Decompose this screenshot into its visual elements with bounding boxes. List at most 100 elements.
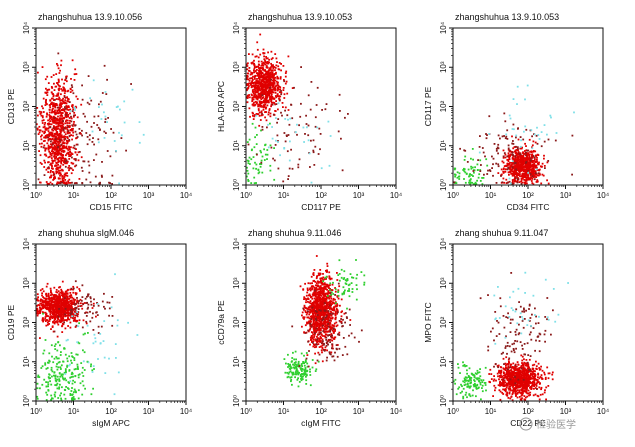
data-point xyxy=(80,305,83,307)
data-point xyxy=(528,169,531,171)
data-point xyxy=(510,153,512,156)
data-point xyxy=(65,80,68,83)
data-point xyxy=(69,150,71,153)
data-point xyxy=(73,144,76,147)
data-point xyxy=(249,115,251,118)
data-point xyxy=(253,71,256,74)
data-point xyxy=(70,306,73,309)
data-point xyxy=(39,161,42,164)
data-point xyxy=(52,313,54,316)
data-point xyxy=(54,121,57,124)
data-point xyxy=(255,79,258,82)
data-point xyxy=(55,168,58,171)
data-point xyxy=(64,133,67,136)
data-point xyxy=(74,303,77,305)
data-point xyxy=(309,343,311,346)
data-point xyxy=(518,154,521,156)
data-point xyxy=(259,119,262,121)
data-point xyxy=(514,157,517,159)
data-point xyxy=(254,75,256,78)
data-point xyxy=(63,292,66,295)
data-point xyxy=(531,156,534,159)
data-point xyxy=(49,308,51,311)
data-point xyxy=(473,171,475,174)
data-point xyxy=(59,172,62,174)
data-point xyxy=(254,126,257,129)
data-point xyxy=(78,342,81,345)
data-point xyxy=(69,129,72,132)
data-point xyxy=(48,373,51,376)
data-point xyxy=(264,144,266,147)
data-point xyxy=(532,183,535,186)
data-point xyxy=(270,78,272,81)
data-point xyxy=(505,135,508,138)
data-point xyxy=(256,48,259,51)
data-point xyxy=(319,285,322,288)
data-point xyxy=(47,127,50,130)
x-axis-label: CD117 PE xyxy=(301,202,341,212)
data-point xyxy=(336,272,338,274)
data-point xyxy=(260,80,263,82)
data-point xyxy=(271,137,274,140)
data-point xyxy=(482,177,485,179)
data-point xyxy=(61,115,64,117)
data-point xyxy=(58,299,61,302)
data-point xyxy=(531,160,534,162)
data-point xyxy=(524,181,527,183)
data-point xyxy=(310,139,312,142)
data-point xyxy=(71,356,74,358)
data-point xyxy=(83,302,86,304)
data-point xyxy=(272,75,275,78)
data-point xyxy=(262,84,264,87)
data-point xyxy=(50,344,53,347)
data-point xyxy=(458,178,461,180)
data-point xyxy=(53,286,56,289)
data-point xyxy=(282,65,285,67)
plot-title: zhangshuhua 13.9.10.056 xyxy=(38,12,142,22)
data-point xyxy=(530,151,533,154)
data-point xyxy=(63,109,66,112)
data-point xyxy=(66,124,69,127)
data-point xyxy=(546,161,549,164)
data-point xyxy=(55,384,58,387)
data-point xyxy=(463,167,465,170)
data-point xyxy=(57,158,59,160)
data-point xyxy=(270,62,272,65)
data-point xyxy=(36,314,39,317)
data-point xyxy=(111,296,114,298)
data-point xyxy=(272,64,274,66)
data-point xyxy=(53,371,56,374)
data-point xyxy=(479,170,482,172)
data-point xyxy=(46,122,49,125)
y-tick-label: 10⁰ xyxy=(22,395,31,407)
data-point xyxy=(533,162,536,165)
data-point xyxy=(48,360,51,363)
data-point xyxy=(50,131,53,134)
data-point xyxy=(503,135,505,137)
data-point xyxy=(56,305,59,308)
data-point xyxy=(64,102,66,105)
axis-ticks xyxy=(32,27,187,189)
data-point xyxy=(347,113,349,115)
data-point xyxy=(81,366,84,369)
data-point xyxy=(495,148,498,150)
data-point xyxy=(538,168,541,171)
data-point xyxy=(138,121,141,123)
data-point xyxy=(90,393,93,396)
data-point xyxy=(63,92,66,95)
data-point xyxy=(65,161,68,163)
data-point xyxy=(307,124,310,127)
data-point xyxy=(283,79,285,81)
data-point xyxy=(516,176,519,179)
data-point xyxy=(62,157,64,160)
data-point xyxy=(272,79,274,82)
data-point xyxy=(272,82,275,84)
data-point xyxy=(317,337,320,340)
data-point xyxy=(535,168,538,171)
data-point xyxy=(531,178,534,180)
data-point xyxy=(251,122,254,125)
data-point xyxy=(279,88,282,91)
data-point xyxy=(65,306,67,309)
data-point xyxy=(335,325,338,328)
data-point xyxy=(300,66,302,68)
